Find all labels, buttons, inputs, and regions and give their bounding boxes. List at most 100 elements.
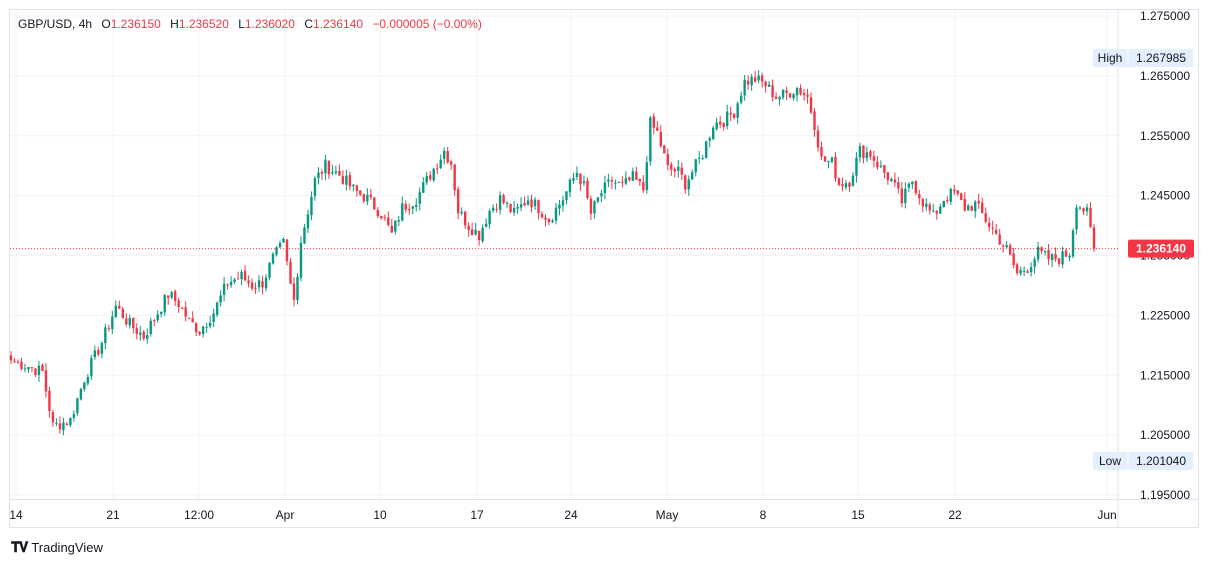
candle-body bbox=[470, 229, 474, 236]
high-value: 1.267985 bbox=[1136, 51, 1186, 65]
candle-body bbox=[369, 194, 373, 198]
candle-body bbox=[488, 210, 491, 225]
candle-body bbox=[310, 197, 313, 216]
candle-body bbox=[799, 87, 802, 95]
x-tick-label: 12:00 bbox=[184, 508, 214, 522]
candle-body bbox=[65, 423, 69, 425]
candle-body bbox=[222, 283, 226, 295]
candle-body bbox=[167, 295, 170, 298]
candle-body bbox=[694, 159, 697, 173]
x-tick-label: 21 bbox=[106, 508, 120, 522]
candle-body bbox=[1036, 246, 1040, 260]
candle-body bbox=[432, 168, 435, 181]
candle-body bbox=[44, 370, 48, 392]
candle-body bbox=[422, 182, 425, 193]
candle-body bbox=[687, 179, 690, 190]
candle-body bbox=[425, 176, 428, 183]
candle-body bbox=[240, 271, 243, 280]
close-label: C bbox=[304, 17, 313, 31]
candle-body bbox=[429, 175, 432, 180]
symbol-legend: GBP/USD, 4h O1.236150 H1.236520 L1.23602… bbox=[18, 17, 482, 31]
tradingview-footer[interactable]: 𝐓𝐕 TradingView bbox=[11, 539, 103, 556]
candle-body bbox=[984, 213, 987, 222]
candle-body bbox=[705, 141, 708, 159]
candle-body bbox=[572, 178, 575, 181]
candle-body bbox=[502, 195, 505, 204]
candle-body bbox=[869, 151, 872, 157]
candle-body bbox=[956, 190, 959, 194]
candle-body bbox=[453, 164, 456, 191]
low-value: 1.236020 bbox=[244, 17, 295, 31]
candle-body bbox=[170, 292, 173, 298]
candle-body bbox=[621, 181, 624, 183]
candle-body bbox=[725, 111, 729, 127]
candle-body bbox=[205, 326, 208, 328]
candle-body bbox=[334, 171, 338, 174]
candle-body bbox=[491, 207, 495, 211]
candle-body bbox=[104, 327, 107, 344]
candle-body bbox=[317, 172, 320, 179]
candle-body bbox=[37, 365, 41, 375]
candle-body bbox=[327, 160, 331, 175]
candle-body bbox=[841, 184, 844, 187]
candle-body bbox=[582, 181, 586, 184]
candle-body bbox=[1033, 259, 1036, 267]
candle-body bbox=[390, 225, 393, 233]
candle-body bbox=[753, 77, 757, 82]
candle-body bbox=[837, 178, 841, 185]
candle-body bbox=[292, 283, 296, 300]
overlay: 1.236140 High 1.267985 Low 1.201040 bbox=[10, 49, 1194, 470]
candle-body bbox=[1022, 270, 1026, 272]
candle-body bbox=[778, 96, 781, 100]
candle-body bbox=[411, 206, 414, 209]
candle-body bbox=[306, 214, 310, 229]
candle-body bbox=[408, 208, 411, 210]
candle-body bbox=[153, 320, 156, 322]
chart-frame bbox=[9, 9, 1199, 528]
candle-body bbox=[802, 93, 806, 96]
candle-body bbox=[97, 349, 100, 355]
y-tick-label: 1.265000 bbox=[1140, 69, 1190, 83]
candle-body bbox=[505, 202, 509, 204]
candle-body bbox=[893, 179, 897, 183]
candle-body bbox=[219, 295, 222, 303]
candle-body bbox=[254, 287, 257, 289]
candle-body bbox=[994, 230, 998, 234]
interval[interactable]: 4h bbox=[78, 17, 93, 31]
candle-body bbox=[911, 181, 914, 185]
candle-body bbox=[809, 97, 813, 113]
candle-body bbox=[418, 192, 421, 204]
candle-body bbox=[320, 172, 324, 174]
x-tick-label: 10 bbox=[373, 508, 387, 522]
candle-body bbox=[736, 103, 739, 118]
candle-body bbox=[1071, 230, 1075, 257]
candle-body bbox=[194, 323, 198, 333]
candle-body bbox=[331, 172, 334, 174]
candle-body bbox=[540, 213, 544, 218]
candle-body bbox=[900, 188, 904, 204]
candle-body bbox=[1001, 245, 1005, 247]
candle-body bbox=[855, 157, 858, 176]
candle-body bbox=[656, 127, 659, 131]
candle-body bbox=[953, 189, 956, 192]
candle-body bbox=[373, 197, 376, 210]
candle-body bbox=[533, 199, 537, 207]
candle-body bbox=[523, 203, 526, 206]
candle-body bbox=[177, 300, 180, 307]
candle-body bbox=[76, 398, 79, 414]
candle-body bbox=[250, 282, 254, 289]
candle-body bbox=[624, 178, 628, 184]
candle-body bbox=[712, 127, 715, 139]
open-label: O bbox=[101, 17, 111, 31]
candle-body bbox=[404, 203, 407, 210]
candle-body bbox=[187, 317, 191, 319]
y-tick-label: 1.215000 bbox=[1140, 368, 1190, 382]
close-value: 1.236140 bbox=[312, 17, 364, 31]
candle-body bbox=[1008, 245, 1012, 255]
symbol-name[interactable]: GBP/USD bbox=[18, 17, 73, 31]
candle-body bbox=[352, 184, 355, 187]
candle-body bbox=[586, 180, 589, 198]
candle-body bbox=[394, 220, 397, 232]
candle-body bbox=[90, 358, 93, 377]
